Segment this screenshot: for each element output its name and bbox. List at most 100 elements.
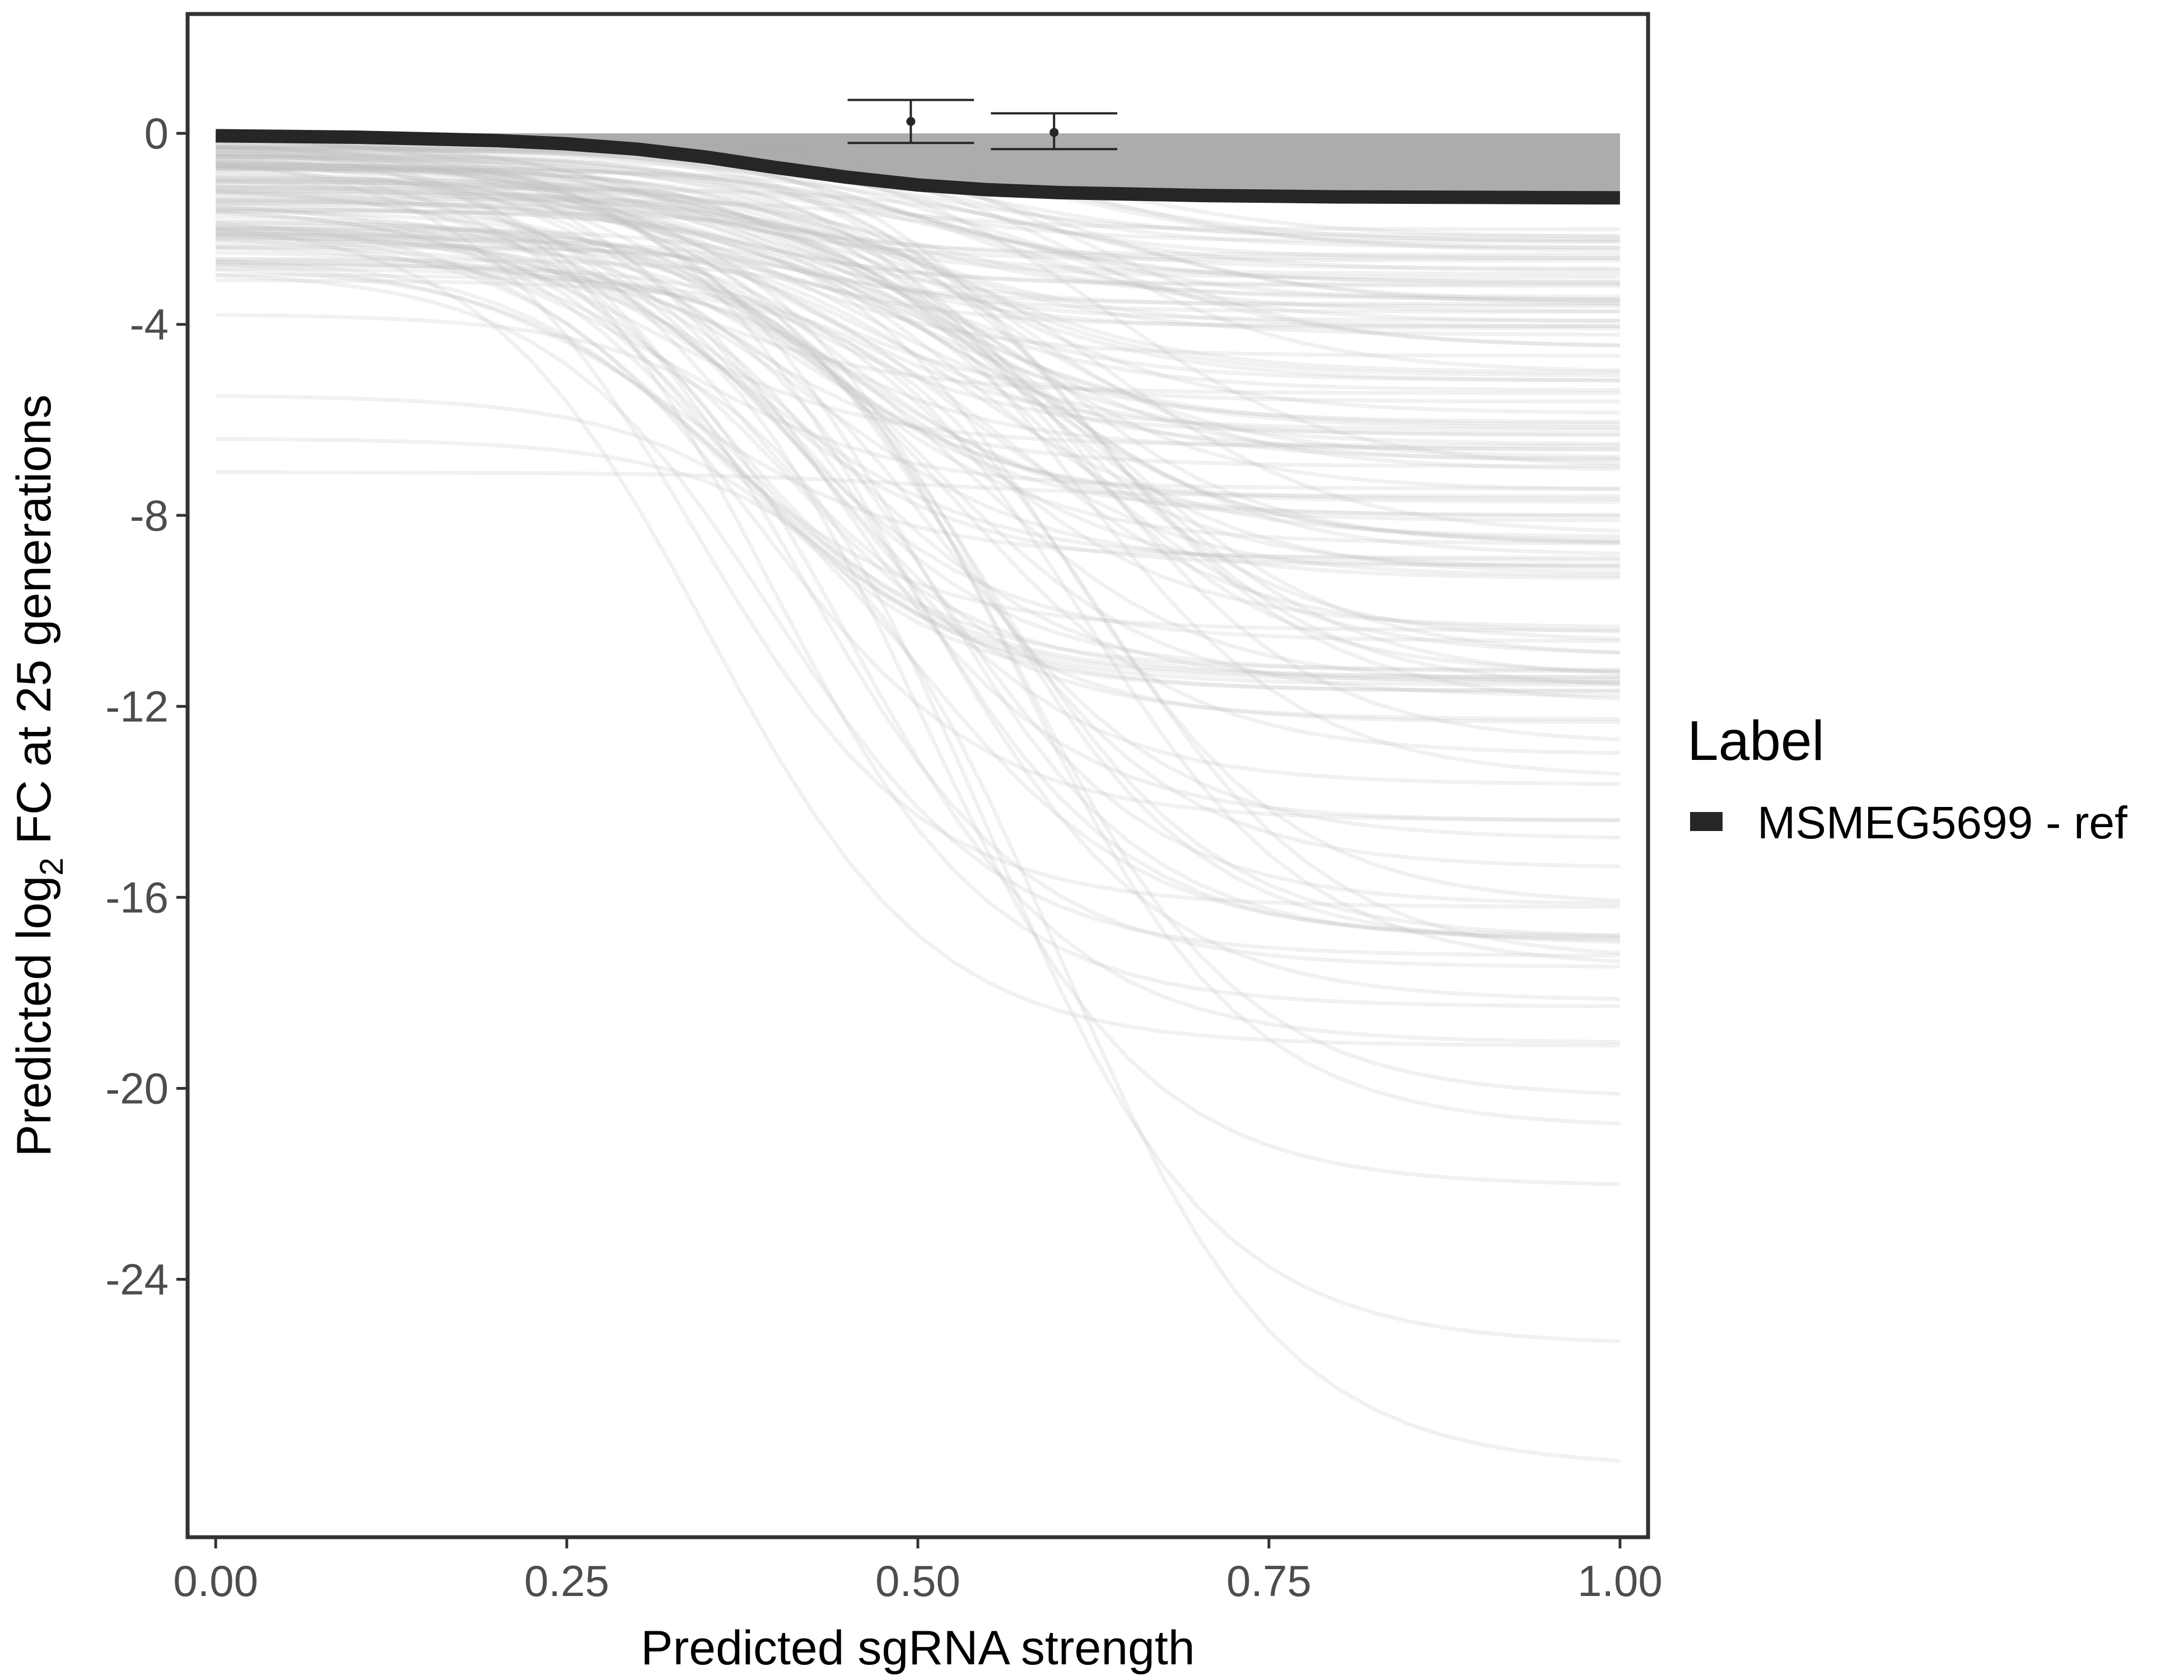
background-curve [216, 189, 1620, 776]
x-tick-label: 0.50 [875, 1556, 960, 1606]
background-curve [216, 177, 1620, 358]
background-curve [216, 144, 1620, 260]
background-curve [216, 214, 1620, 504]
background-curve [216, 155, 1620, 303]
background-curve [216, 195, 1620, 415]
background-curve [216, 268, 1620, 672]
background-curve [216, 203, 1620, 545]
x-tick-label: 0.75 [1226, 1556, 1312, 1606]
background-curve [216, 164, 1620, 451]
background-curve [216, 158, 1620, 701]
background-curve [216, 143, 1620, 471]
background-curve [215, 227, 1620, 1048]
y-tick-label: 0 [144, 109, 169, 158]
background-curve [216, 232, 1620, 539]
background-curve [216, 228, 1620, 906]
background-curve [216, 145, 1620, 328]
background-curve [216, 154, 1620, 299]
background-curve [216, 179, 1620, 643]
background-curve [216, 161, 1620, 308]
highlight-curve-group [216, 129, 1620, 205]
highlight-curve [216, 129, 1620, 205]
background-curve [216, 188, 1620, 724]
background-curve [216, 176, 1620, 492]
error-bar [847, 99, 974, 144]
background-curve [216, 139, 1620, 257]
background-curve [216, 227, 1620, 577]
y-tick-label: -12 [105, 682, 169, 731]
background-curve [216, 179, 1620, 575]
background-curve [216, 163, 1620, 270]
background-curve [216, 223, 1620, 452]
y-axis-title-suffix: FC at 25 generations [7, 394, 61, 857]
background-curve [216, 250, 1620, 685]
x-axis: 0.00 0.25 0.50 0.75 1.00 [173, 1537, 1663, 1606]
background-curve [216, 144, 1620, 674]
error-bar-point [1049, 128, 1059, 137]
background-curve [216, 211, 1620, 448]
background-curve [216, 209, 1620, 533]
y-tick-label: -20 [105, 1063, 169, 1113]
background-curve [216, 227, 1620, 938]
background-curve [216, 151, 1620, 263]
background-curve [216, 165, 1620, 328]
background-curve [216, 138, 1620, 260]
background-curve [216, 234, 1620, 567]
background-curve [216, 160, 1620, 432]
background-curve [216, 170, 1620, 823]
background-curve [216, 226, 1620, 655]
x-axis-title: Predicted sgRNA strength [641, 1621, 1195, 1675]
background-curve [215, 161, 1620, 909]
background-curve [216, 155, 1620, 279]
background-curve [216, 219, 1620, 518]
background-curve [216, 237, 1620, 822]
background-curve [216, 164, 1620, 323]
background-curve [216, 184, 1620, 944]
background-curve [216, 394, 1620, 938]
background-curve [216, 148, 1620, 466]
legend-key [1690, 812, 1723, 831]
background-curve [216, 172, 1620, 288]
background-curve [216, 236, 1620, 556]
background-curve [216, 206, 1620, 395]
background-curve [216, 155, 1620, 392]
background-curve [216, 153, 1620, 231]
y-axis-title: Predicted log2 FC at 25 generations [7, 394, 70, 1156]
background-curve [216, 186, 1620, 869]
background-curve [216, 167, 1620, 272]
background-curve [216, 145, 1620, 286]
legend-title: Label [1687, 710, 1824, 772]
background-curve [216, 151, 1620, 244]
background-curve [216, 228, 1620, 1044]
y-tick-label: -4 [130, 300, 169, 349]
background-curve [216, 183, 1620, 301]
background-curve [216, 257, 1620, 675]
background-curve [216, 161, 1620, 276]
background-curve [216, 147, 1620, 314]
background-curve [216, 166, 1620, 382]
background-curve [216, 470, 1620, 498]
background-curve [216, 189, 1620, 969]
background-curve [216, 177, 1620, 375]
background-curve [215, 222, 1620, 632]
background-curve [216, 153, 1620, 517]
background-curve [216, 257, 1620, 755]
background-curve [216, 209, 1620, 436]
y-axis-title-subscript: 2 [34, 857, 70, 875]
background-curve [216, 238, 1620, 698]
error-bars [847, 99, 1118, 151]
y-axis-title-prefix: Predicted log [7, 876, 61, 1157]
y-tick-label: -24 [105, 1255, 169, 1304]
background-curve [216, 189, 1620, 337]
background-curve [216, 263, 1620, 560]
background-curve [216, 180, 1620, 742]
x-tick-label: 1.00 [1578, 1556, 1663, 1606]
background-curve [216, 231, 1620, 629]
background-curve [216, 232, 1620, 491]
background-curve [216, 245, 1620, 1001]
highlight-band-area [216, 133, 1620, 198]
background-curve [216, 312, 1620, 1343]
background-curve [216, 273, 1620, 958]
background-curve [216, 168, 1620, 459]
background-curve [216, 232, 1620, 1096]
